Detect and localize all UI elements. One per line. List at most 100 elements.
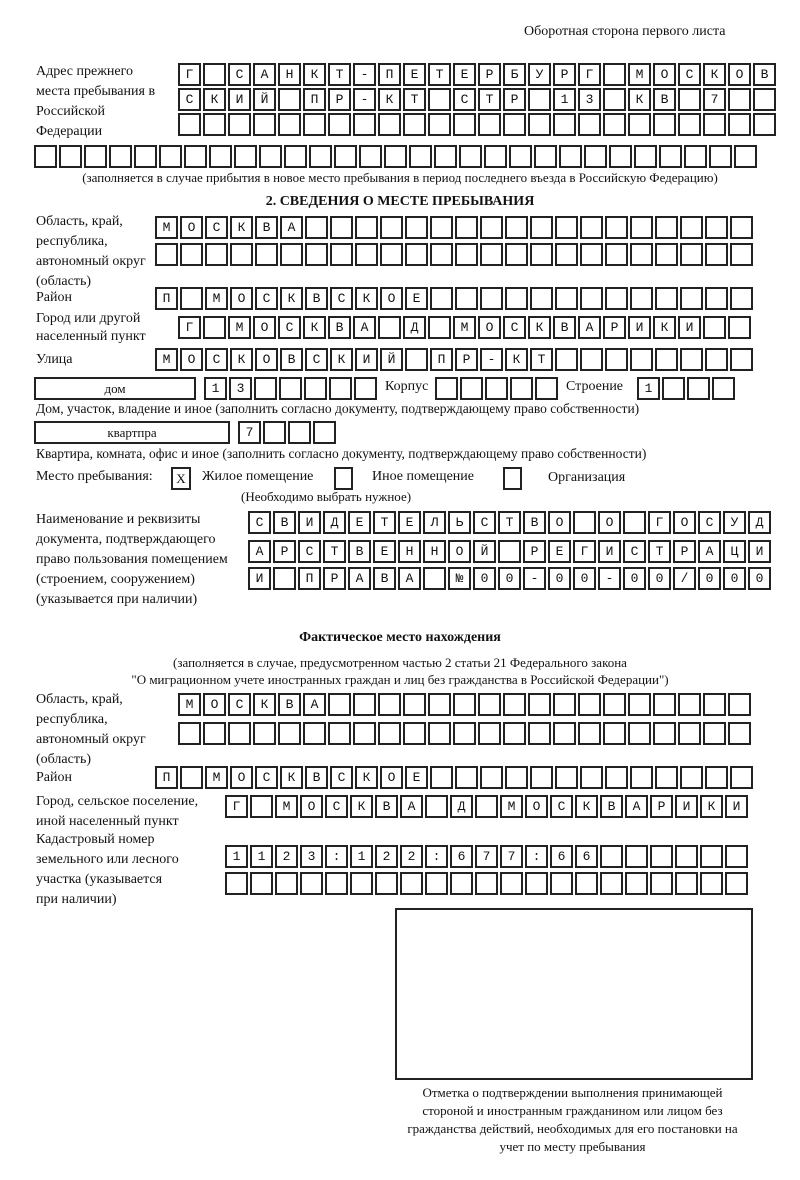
char-cell[interactable] — [405, 216, 428, 239]
char-cell[interactable] — [453, 63, 476, 86]
char-cell[interactable] — [653, 316, 676, 339]
char-cell[interactable] — [230, 287, 253, 310]
actual-district-row[interactable]: П МОСКВСКОЕ — [155, 766, 753, 789]
char-cell[interactable] — [650, 872, 673, 895]
char-cell[interactable] — [455, 243, 478, 266]
char-cell[interactable] — [298, 511, 321, 534]
char-cell[interactable] — [348, 567, 371, 590]
char-cell[interactable] — [478, 722, 501, 745]
char-cell[interactable] — [650, 795, 673, 818]
char-cell[interactable] — [625, 845, 648, 868]
char-cell[interactable] — [603, 113, 626, 136]
char-cell[interactable] — [730, 243, 753, 266]
char-cell[interactable] — [655, 766, 678, 789]
char-cell[interactable] — [253, 113, 276, 136]
char-cell[interactable] — [555, 348, 578, 371]
char-cell[interactable] — [248, 511, 271, 534]
char-cell[interactable] — [400, 872, 423, 895]
char-cell[interactable] — [455, 216, 478, 239]
char-cell[interactable] — [325, 795, 348, 818]
char-cell[interactable] — [275, 795, 298, 818]
char-cell[interactable] — [453, 88, 476, 111]
char-cell[interactable] — [253, 722, 276, 745]
char-cell[interactable] — [300, 872, 323, 895]
char-cell[interactable] — [280, 287, 303, 310]
char-cell[interactable] — [205, 348, 228, 371]
char-cell[interactable] — [328, 88, 351, 111]
char-cell[interactable] — [425, 872, 448, 895]
prev-address-row-4[interactable] — [34, 145, 757, 168]
char-cell[interactable] — [575, 845, 598, 868]
char-cell[interactable] — [425, 845, 448, 868]
char-cell[interactable] — [478, 316, 501, 339]
char-cell[interactable] — [678, 693, 701, 716]
char-cell[interactable] — [555, 287, 578, 310]
char-cell[interactable] — [428, 113, 451, 136]
char-cell[interactable] — [623, 511, 646, 534]
char-cell[interactable] — [228, 722, 251, 745]
char-cell[interactable] — [230, 348, 253, 371]
char-cell[interactable] — [600, 795, 623, 818]
char-cell[interactable] — [584, 145, 607, 168]
char-cell[interactable] — [303, 63, 326, 86]
char-cell[interactable] — [405, 348, 428, 371]
char-cell[interactable] — [675, 872, 698, 895]
char-cell[interactable] — [398, 567, 421, 590]
char-cell[interactable] — [250, 845, 273, 868]
char-cell[interactable] — [525, 872, 548, 895]
char-cell[interactable] — [628, 63, 651, 86]
char-cell[interactable] — [430, 766, 453, 789]
char-cell[interactable] — [378, 693, 401, 716]
char-cell[interactable] — [303, 693, 326, 716]
char-cell[interactable] — [473, 540, 496, 563]
char-cell[interactable] — [655, 287, 678, 310]
char-cell[interactable] — [455, 766, 478, 789]
char-cell[interactable] — [653, 63, 676, 86]
char-cell[interactable] — [650, 845, 673, 868]
char-cell[interactable] — [288, 421, 311, 444]
char-cell[interactable] — [378, 722, 401, 745]
char-cell[interactable] — [605, 287, 628, 310]
char-cell[interactable] — [155, 287, 178, 310]
char-cell[interactable] — [473, 567, 496, 590]
char-cell[interactable] — [305, 348, 328, 371]
char-cell[interactable] — [180, 216, 203, 239]
char-cell[interactable] — [313, 421, 336, 444]
char-cell[interactable] — [528, 316, 551, 339]
char-cell[interactable] — [698, 511, 721, 534]
char-cell[interactable] — [228, 88, 251, 111]
char-cell[interactable] — [505, 287, 528, 310]
char-cell[interactable] — [580, 287, 603, 310]
char-cell[interactable] — [528, 113, 551, 136]
char-cell[interactable] — [623, 540, 646, 563]
char-cell[interactable] — [480, 216, 503, 239]
char-cell[interactable] — [530, 216, 553, 239]
char-cell[interactable] — [298, 540, 321, 563]
char-cell[interactable] — [698, 567, 721, 590]
char-cell[interactable] — [228, 693, 251, 716]
char-cell[interactable] — [203, 316, 226, 339]
house-type-field[interactable]: дом — [34, 377, 196, 400]
char-cell[interactable] — [380, 287, 403, 310]
char-cell[interactable] — [400, 845, 423, 868]
char-cell[interactable] — [603, 63, 626, 86]
char-cell[interactable] — [603, 88, 626, 111]
char-cell[interactable] — [303, 722, 326, 745]
char-cell[interactable] — [279, 377, 302, 400]
cadastre-row-1[interactable]: 1123:122:677:66 — [225, 845, 748, 868]
char-cell[interactable] — [353, 316, 376, 339]
char-cell[interactable] — [275, 872, 298, 895]
char-cell[interactable] — [680, 216, 703, 239]
char-cell[interactable] — [728, 88, 751, 111]
char-cell[interactable] — [730, 287, 753, 310]
char-cell[interactable] — [380, 348, 403, 371]
char-cell[interactable] — [323, 540, 346, 563]
char-cell[interactable] — [578, 113, 601, 136]
char-cell[interactable] — [205, 216, 228, 239]
char-cell[interactable] — [628, 88, 651, 111]
char-cell[interactable] — [573, 511, 596, 534]
char-cell[interactable] — [330, 348, 353, 371]
char-cell[interactable] — [255, 216, 278, 239]
char-cell[interactable] — [378, 113, 401, 136]
char-cell[interactable] — [278, 113, 301, 136]
